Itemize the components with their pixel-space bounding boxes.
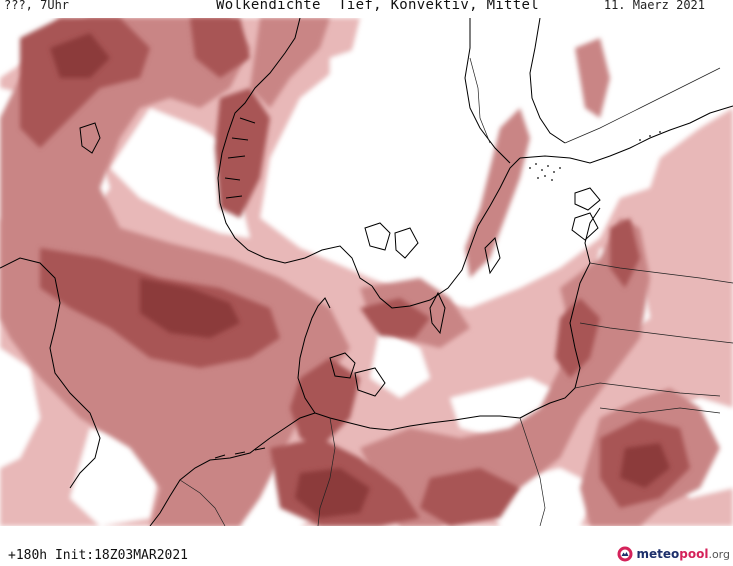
logo-text-tld: .org	[708, 548, 730, 561]
meteopool-logo-text: meteopool.org	[636, 547, 730, 561]
model-run-info: +180h Init:18Z03MAR2021	[8, 548, 189, 563]
logo-text-main: meteo	[636, 547, 680, 561]
weather-map	[0, 18, 733, 526]
cloud-darkest-layer	[50, 33, 670, 518]
coastlines	[0, 18, 733, 526]
forecast-date: 11. Maerz 2021	[603, 0, 705, 12]
map-footer: +180h Init:18Z03MAR2021 meteopool.org	[0, 526, 733, 566]
meteopool-logo: meteopool.org	[617, 546, 730, 562]
archipelago-dots	[529, 131, 661, 181]
meteopool-logo-icon	[617, 546, 633, 562]
map-header: ???, 7Uhr Wolkendichte Tief, Konvektiv, …	[0, 0, 733, 18]
logo-text-accent: pool	[679, 547, 709, 561]
cloud-density-map	[0, 18, 733, 526]
country-borders	[179, 57, 733, 526]
forecast-time-label: ???, 7Uhr	[4, 0, 70, 12]
map-title: Wolkendichte Tief, Konvektiv, Mittel	[216, 0, 539, 13]
